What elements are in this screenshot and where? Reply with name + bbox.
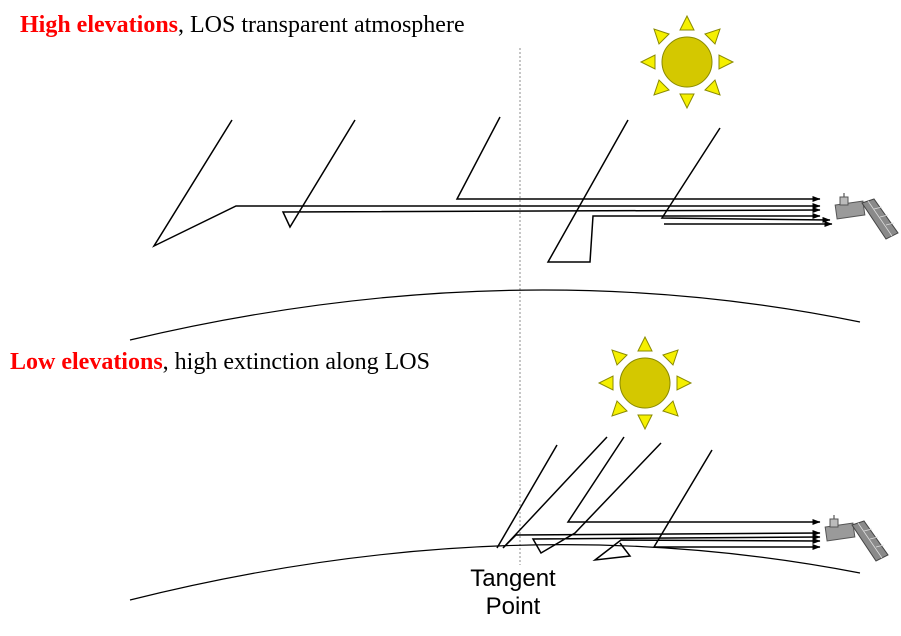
top-light-paths	[151, 116, 833, 263]
panel-title-rest: , high extinction along LOS	[162, 349, 430, 375]
satellite-icon	[834, 193, 899, 240]
bottom-ray-3	[566, 436, 821, 525]
top-ray-1	[151, 119, 821, 248]
bottom-light-paths	[496, 436, 821, 562]
sun-icon	[639, 14, 735, 110]
panel-title-emphasis: Low elevations	[10, 349, 163, 375]
top-ray-3	[455, 116, 821, 202]
top-ray-4	[546, 119, 821, 263]
satellite-icon	[824, 515, 889, 562]
tangent-point-label: Tangent Point	[458, 565, 568, 621]
top-ray-5	[660, 127, 831, 223]
panel-title-low: Low elevations, high extinction along LO…	[10, 349, 430, 376]
bottom-ray-5	[652, 449, 821, 550]
earth-limb-bottom	[129, 544, 861, 601]
bottom-ray-6	[592, 537, 821, 562]
bottom-ray-2	[502, 436, 821, 549]
bottom-ray-4	[531, 442, 821, 555]
tangent-label-line1: Tangent	[470, 565, 556, 592]
panel-title-emphasis: High elevations	[20, 12, 179, 38]
sun-icon	[597, 335, 693, 431]
top-ray-2	[281, 119, 821, 229]
tangent-label-line2: Point	[485, 593, 541, 620]
panel-title-rest: , LOS transparent atmosphere	[178, 12, 465, 38]
bottom-ray-1	[496, 444, 558, 549]
earth-limb-top	[129, 289, 861, 341]
panel-title-high: High elevations, LOS transparent atmosph…	[20, 12, 465, 39]
